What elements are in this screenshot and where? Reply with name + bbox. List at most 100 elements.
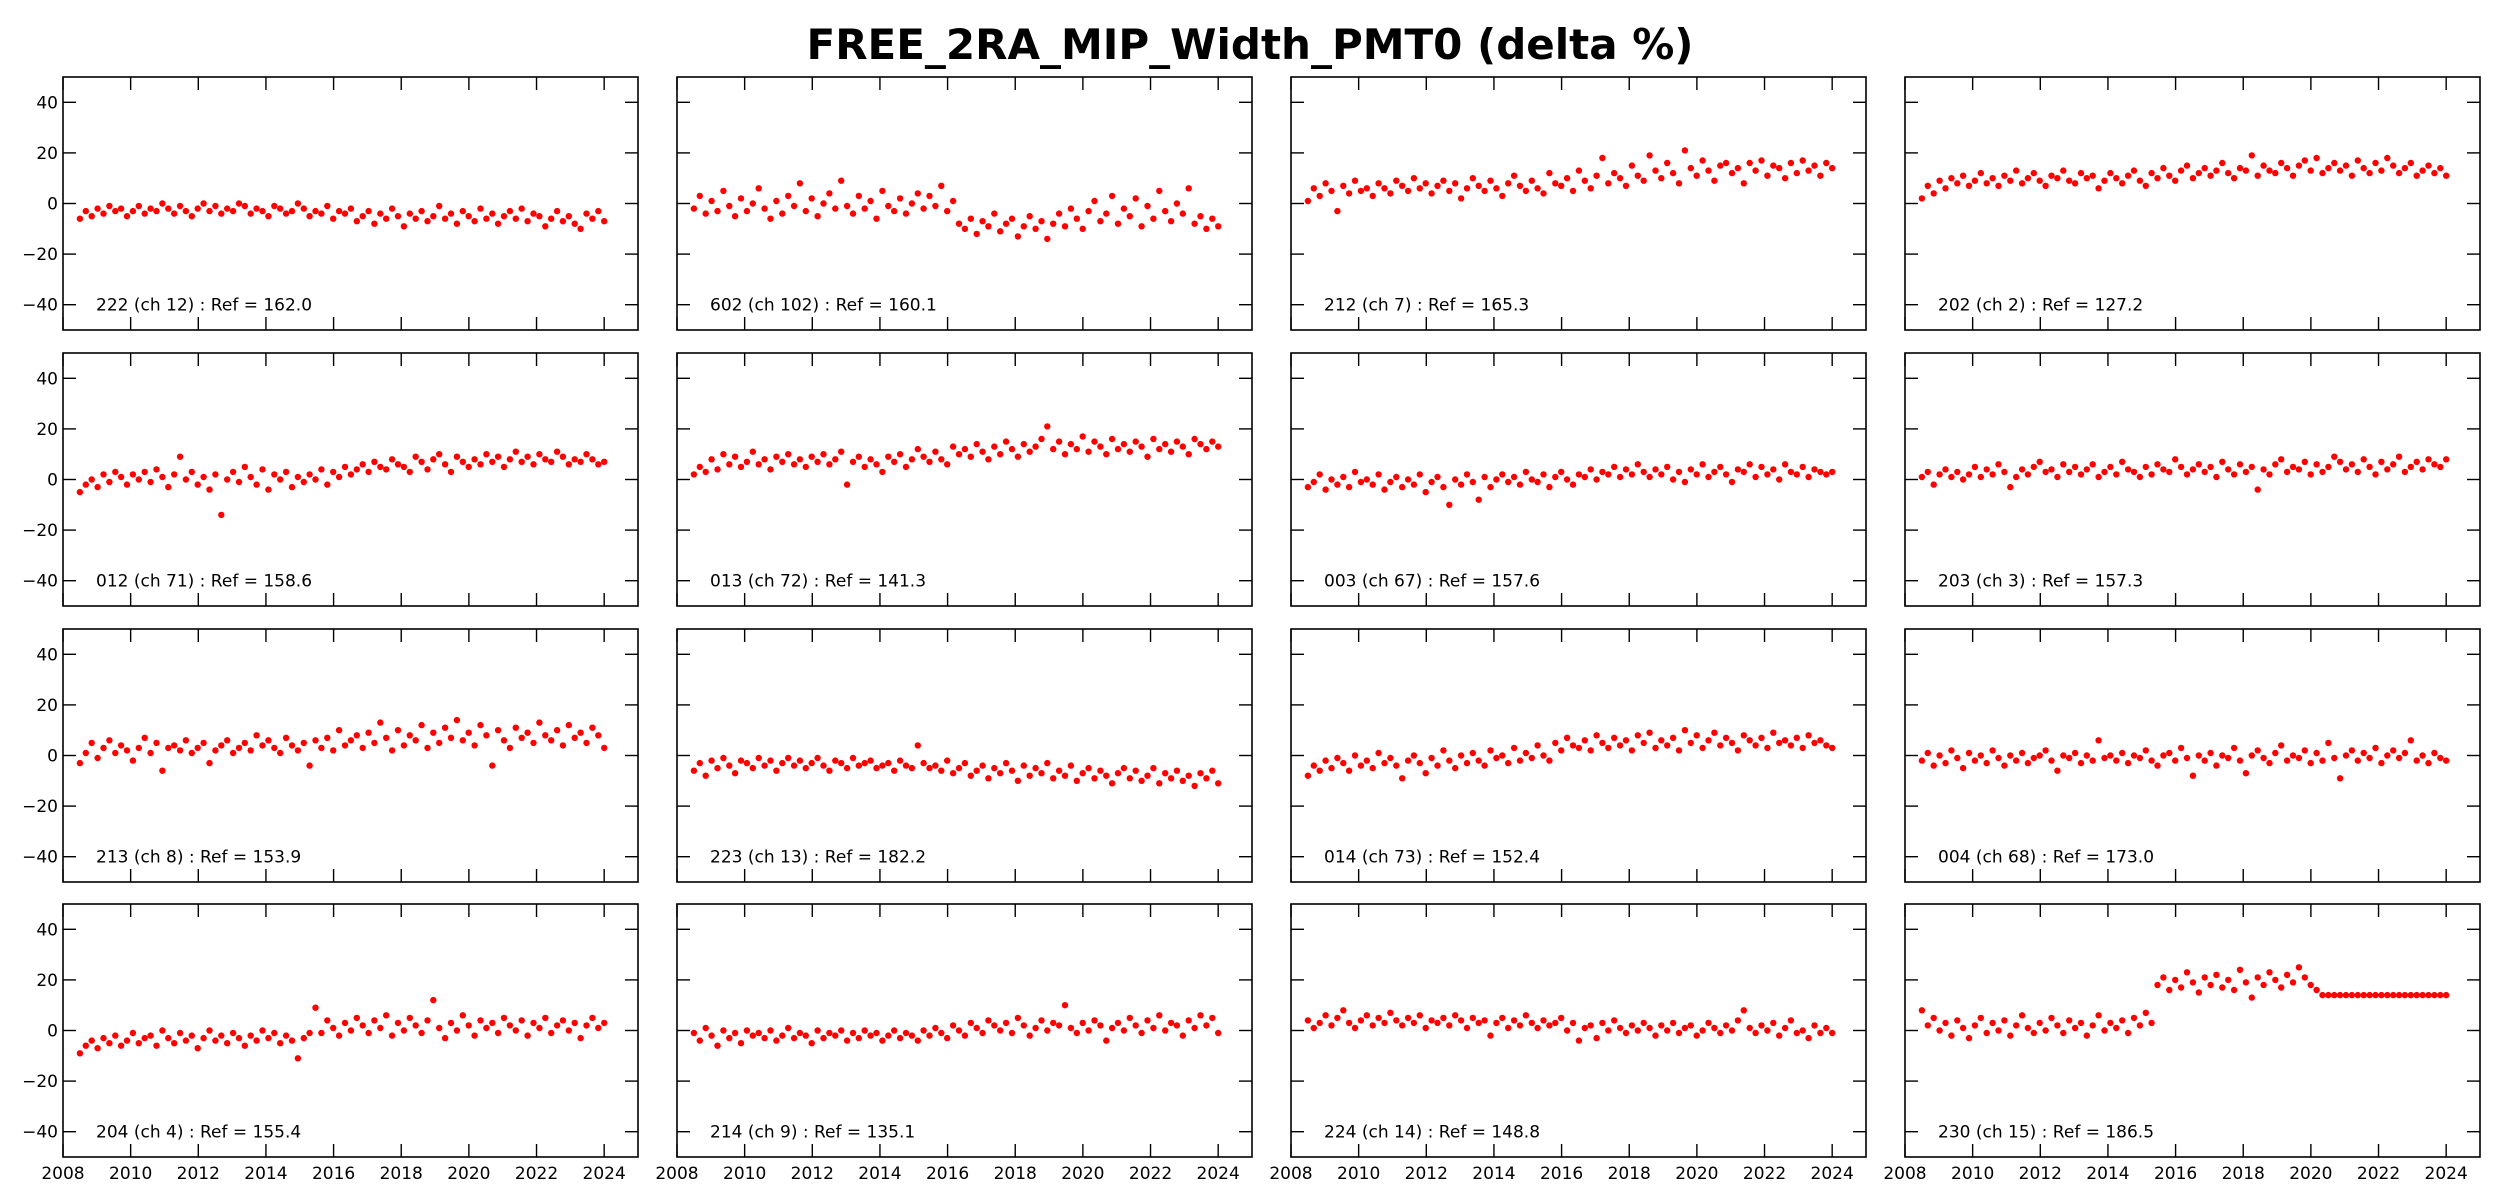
data-point [1404, 476, 1412, 483]
data-point [341, 1019, 349, 1027]
data-point [1345, 483, 1353, 491]
data-point [2378, 458, 2385, 465]
data-point [2295, 466, 2303, 473]
data-point [2172, 757, 2179, 764]
data-point [1948, 1032, 1955, 1039]
data-point [1162, 770, 1169, 777]
data-point [802, 1032, 809, 1039]
data-point [1340, 473, 1347, 481]
data-point [1108, 435, 1116, 443]
data-point [1026, 448, 1033, 455]
data-point [2437, 991, 2444, 999]
data-point [1452, 764, 1459, 772]
axes-frame [1290, 76, 1867, 331]
data-point [1150, 1024, 1157, 1032]
data-point [1817, 1029, 1824, 1037]
data-point [1097, 1022, 1104, 1029]
data-point [565, 213, 572, 220]
data-point [1209, 767, 1216, 774]
x-tick-label: 2020 [2289, 1164, 2332, 1184]
data-point [1787, 468, 1795, 476]
data-point [2313, 749, 2320, 757]
data-point [1505, 1024, 1512, 1032]
data-point [536, 1024, 543, 1032]
data-point [938, 182, 945, 189]
data-point [506, 207, 514, 215]
data-point [1363, 757, 1371, 764]
data-point [1605, 180, 1612, 187]
data-point [1558, 468, 1565, 476]
data-point [1593, 172, 1600, 179]
data-point [371, 458, 378, 465]
data-point [577, 1034, 584, 1042]
data-point [1983, 1029, 1990, 1037]
data-point [1764, 172, 1771, 179]
data-point [1593, 476, 1600, 483]
data-point [200, 1034, 207, 1042]
data-point [2384, 752, 2391, 759]
data-point [2142, 182, 2149, 189]
data-point [979, 218, 986, 225]
data-point [424, 218, 431, 225]
data-point [359, 213, 366, 220]
data-point [383, 1012, 390, 1019]
data-point [1067, 1024, 1075, 1032]
data-point [2119, 180, 2126, 187]
data-point [1799, 157, 1806, 164]
data-point [1758, 157, 1765, 164]
data-point [1936, 177, 1943, 184]
data-point [737, 463, 745, 471]
data-point [1061, 223, 1069, 230]
data-point [1079, 433, 1086, 440]
data-point [1197, 1012, 1204, 1019]
data-point [1328, 476, 1335, 483]
data-point [985, 223, 992, 230]
data-point [1995, 754, 2002, 762]
data-point [224, 205, 231, 212]
data-point [849, 458, 857, 465]
data-point [949, 1022, 957, 1029]
data-point [1097, 218, 1104, 225]
data-point [997, 228, 1004, 235]
data-point [1687, 1022, 1695, 1029]
data-point [1144, 453, 1151, 460]
data-point [188, 749, 195, 757]
data-point [447, 734, 455, 741]
data-point [1505, 180, 1512, 187]
data-point [524, 1032, 531, 1039]
data-point [690, 471, 698, 478]
data-point [961, 1032, 969, 1039]
panel-label: 203 (ch 3) : Ref = 157.3 [1938, 572, 2143, 592]
y-tick-label: 20 [36, 144, 58, 164]
data-point [832, 757, 839, 764]
data-point [896, 451, 904, 458]
data-point [259, 1027, 266, 1034]
data-point [1173, 200, 1181, 207]
data-point [2119, 749, 2126, 757]
data-point [879, 468, 886, 476]
data-point [820, 762, 827, 769]
data-point [1705, 1019, 1712, 1027]
axes-frame [676, 76, 1253, 331]
data-point [2207, 463, 2214, 471]
data-point [1628, 1022, 1636, 1029]
data-point [1605, 744, 1612, 752]
data-point [1711, 1024, 1718, 1032]
data-point [1652, 466, 1659, 473]
data-point [1055, 767, 1063, 774]
data-point [165, 1034, 172, 1042]
data-point [1605, 471, 1612, 478]
data-point [112, 749, 119, 757]
data-point [1410, 1019, 1418, 1027]
y-tick-label: 20 [36, 696, 58, 716]
data-point [1781, 1024, 1789, 1032]
data-point [2148, 1019, 2155, 1027]
data-point [2130, 752, 2138, 759]
data-point [2060, 752, 2067, 759]
data-point [2366, 463, 2373, 471]
data-point [1493, 185, 1500, 192]
data-point [2142, 747, 2149, 754]
data-point [123, 481, 131, 488]
data-point [1622, 182, 1630, 189]
data-point [1817, 172, 1824, 179]
